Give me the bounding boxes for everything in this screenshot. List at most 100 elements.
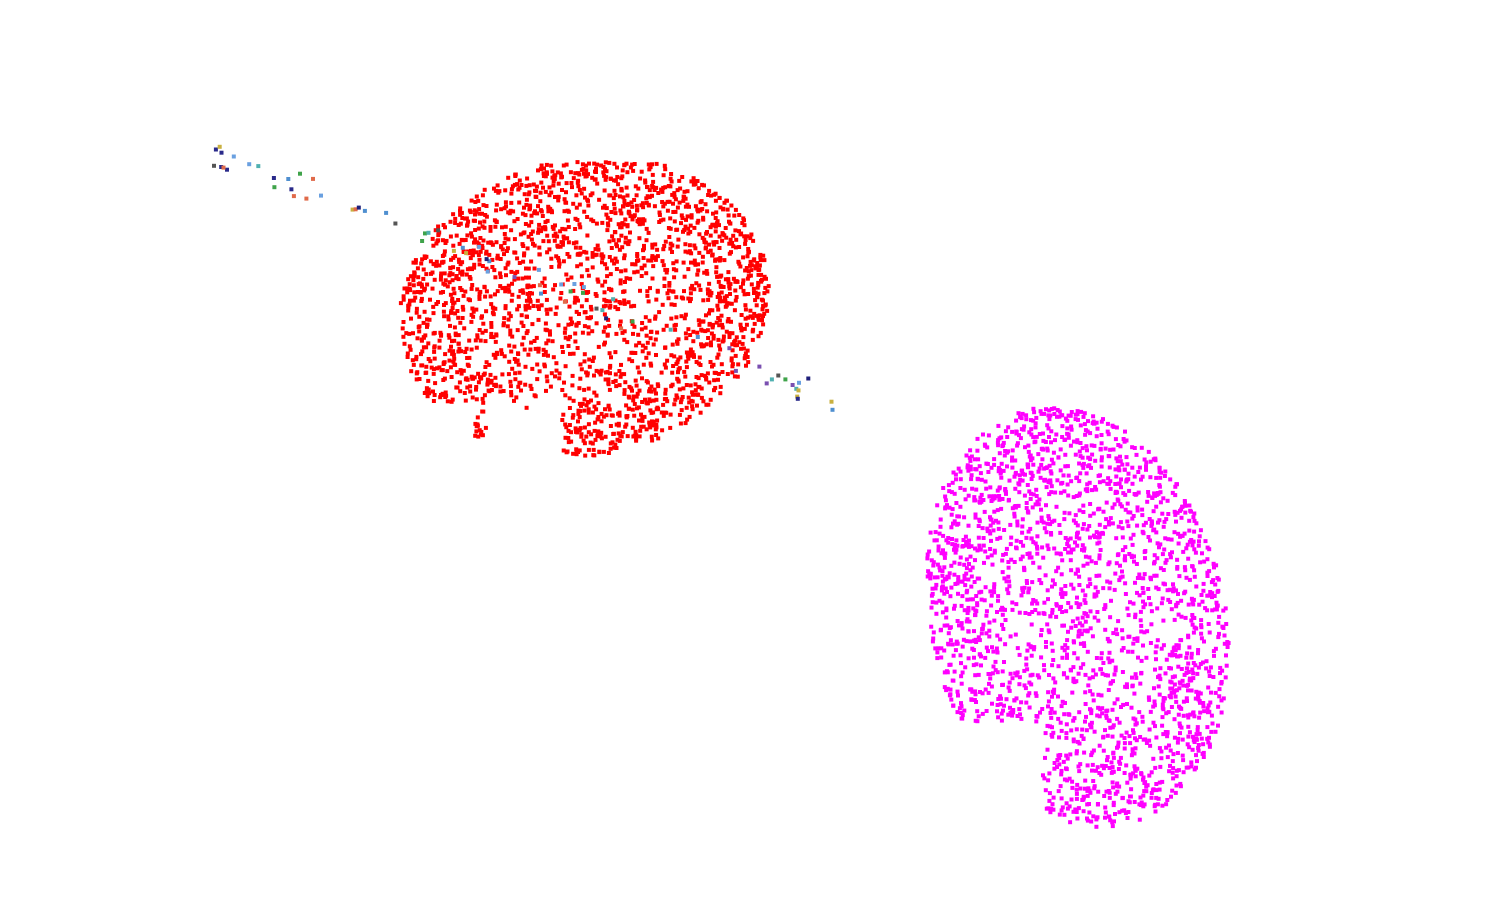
red-point: [745, 355, 750, 359]
red-point: [405, 351, 410, 356]
red-point: [549, 256, 554, 261]
magenta-point: [940, 569, 945, 574]
magenta-point: [1127, 734, 1132, 739]
magenta-point: [977, 519, 982, 524]
red-point: [673, 209, 678, 214]
magenta-point: [1144, 464, 1148, 469]
magenta-point: [976, 524, 981, 528]
magenta-point: [1049, 531, 1053, 535]
red-point: [654, 353, 658, 357]
magenta-point: [1124, 682, 1129, 687]
magenta-point: [1065, 542, 1070, 546]
magenta-point: [1089, 711, 1094, 716]
red-point: [741, 346, 746, 351]
magenta-point: [1023, 445, 1027, 450]
red-point: [443, 282, 447, 287]
magenta-point: [1064, 722, 1069, 727]
magenta-point: [1058, 447, 1063, 452]
red-point: [544, 341, 549, 346]
magenta-point: [1173, 790, 1178, 795]
red-point: [609, 246, 614, 250]
red-point: [722, 233, 727, 238]
red-point: [556, 194, 561, 199]
red-point: [640, 266, 645, 271]
magenta-point: [1063, 547, 1068, 551]
magenta-point: [1112, 672, 1117, 677]
magenta-point: [1062, 777, 1067, 782]
stray-point: [420, 239, 425, 243]
magenta-point: [1090, 488, 1094, 493]
magenta-point: [944, 615, 949, 620]
magenta-point: [1101, 661, 1106, 665]
red-point: [683, 249, 688, 254]
red-point: [735, 343, 740, 348]
magenta-point: [1008, 634, 1013, 639]
red-point: [650, 193, 654, 198]
magenta-point: [1175, 557, 1180, 562]
magenta-point: [1007, 688, 1012, 693]
red-point: [595, 243, 600, 248]
magenta-point: [963, 583, 968, 588]
magenta-point: [1012, 504, 1017, 509]
red-point: [644, 271, 649, 276]
magenta-point: [1117, 784, 1122, 789]
red-point: [417, 377, 422, 381]
magenta-point: [1027, 612, 1032, 616]
magenta-point: [1151, 457, 1156, 462]
red-point: [468, 384, 473, 389]
red-point: [604, 266, 609, 271]
red-point: [759, 272, 764, 277]
red-point: [761, 304, 766, 309]
magenta-point: [946, 536, 951, 540]
red-point: [755, 285, 760, 290]
red-point: [550, 175, 555, 180]
magenta-point: [1010, 465, 1015, 470]
magenta-point: [1020, 517, 1025, 522]
magenta-point: [1211, 561, 1216, 566]
magenta-point: [1076, 671, 1081, 676]
magenta-point: [1085, 629, 1090, 634]
red-point: [464, 346, 469, 351]
magenta-point: [1154, 530, 1159, 535]
red-point: [686, 226, 691, 231]
red-point: [506, 237, 511, 242]
red-point: [764, 276, 768, 281]
magenta-point: [1026, 462, 1031, 467]
red-point: [534, 195, 539, 199]
red-point: [668, 216, 673, 221]
red-point: [690, 404, 695, 409]
magenta-point: [1117, 720, 1122, 725]
magenta-point: [1086, 683, 1091, 688]
red-point: [605, 221, 610, 226]
magenta-point: [1029, 653, 1034, 658]
magenta-point: [1168, 600, 1173, 604]
red-point: [533, 209, 537, 214]
red-point: [707, 380, 712, 385]
magenta-point: [1089, 443, 1094, 448]
red-point: [431, 399, 436, 403]
red-point: [713, 229, 718, 234]
magenta-point: [960, 579, 965, 584]
magenta-point: [1164, 802, 1169, 807]
magenta-point: [1044, 466, 1049, 470]
stray-point: [764, 381, 769, 386]
magenta-point: [1012, 474, 1017, 479]
magenta-point: [1008, 711, 1013, 715]
magenta-point: [957, 561, 962, 566]
magenta-point: [1081, 510, 1086, 514]
red-point: [641, 362, 646, 367]
magenta-point: [1074, 494, 1079, 498]
magenta-point: [1189, 678, 1194, 683]
red-point: [528, 284, 533, 289]
magenta-point: [942, 623, 947, 628]
magenta-point: [1160, 702, 1165, 707]
magenta-point: [1072, 716, 1077, 721]
red-point: [452, 356, 457, 361]
magenta-point: [1067, 776, 1072, 781]
magenta-point: [1197, 534, 1202, 539]
magenta-point: [947, 571, 952, 576]
red-point: [578, 409, 583, 414]
red-point: [687, 400, 692, 405]
